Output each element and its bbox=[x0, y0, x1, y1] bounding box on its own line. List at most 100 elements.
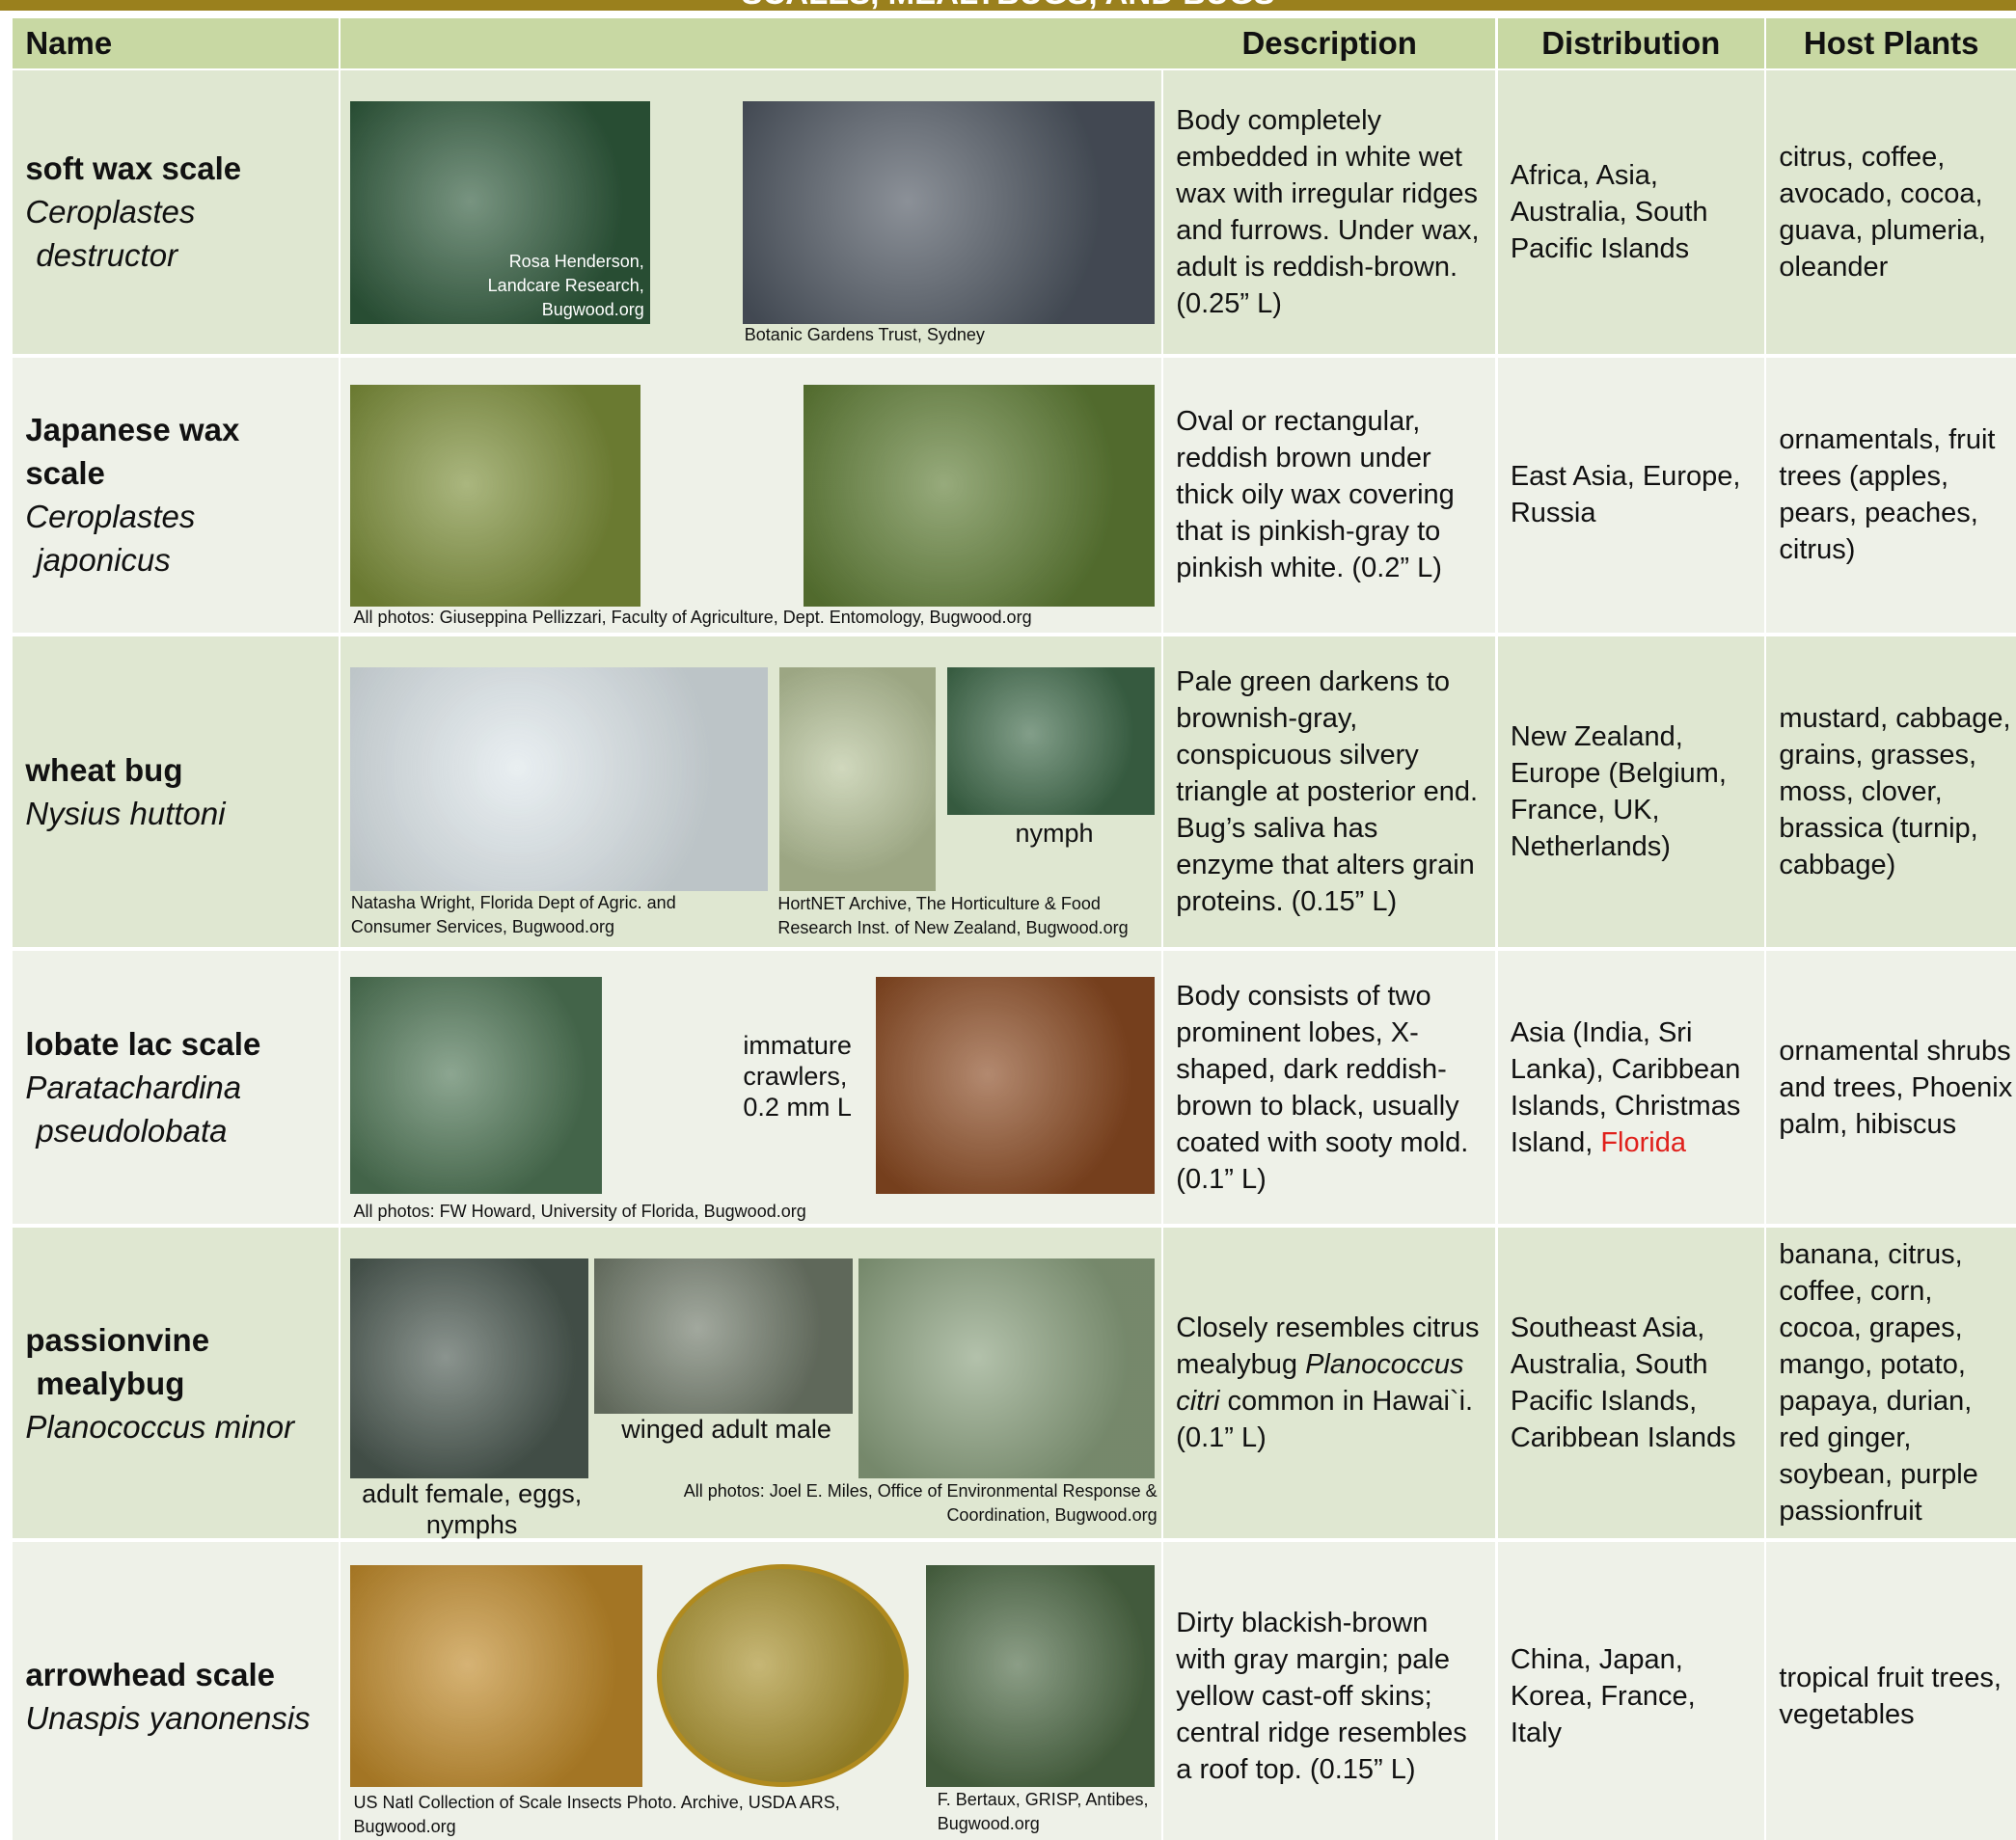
photo-caption: immature crawlers, 0.2 mm L bbox=[743, 1030, 852, 1122]
table-cell bbox=[13, 357, 339, 633]
distribution-cell: Asia (India, Sri Lanka), Caribbean Islan… bbox=[1498, 951, 1764, 1224]
distribution-cell: China, Japan, Korea, France, Italy bbox=[1498, 1542, 1764, 1840]
photo bbox=[349, 977, 602, 1195]
host-cell: citrus, coffee, avocado, cocoa, guava, p… bbox=[1766, 70, 2016, 353]
table-cell bbox=[13, 636, 339, 948]
name-cell: wheat bug Nysius huttoni bbox=[13, 636, 338, 948]
photo-caption: All photos: Giuseppina Pellizzari, Facul… bbox=[353, 607, 1032, 627]
distribution: East Asia, Europe, Russia bbox=[1511, 458, 1752, 531]
header-cell bbox=[13, 17, 339, 68]
table-cell bbox=[1497, 1542, 1764, 1840]
table-cell bbox=[1163, 636, 1496, 948]
distribution-text: Africa, Asia, Australia, South Pacific I… bbox=[1510, 159, 1708, 264]
host-plants: mustard, cabbage, grains, grasses, moss,… bbox=[1779, 703, 2011, 881]
distribution-text: East Asia, Europe, Russia bbox=[1510, 461, 1741, 529]
name-cell: arrowhead scale Unaspis yanonensis bbox=[13, 1542, 338, 1840]
distribution-cell: New Zealand, Europe (Belgium, France, UK… bbox=[1498, 636, 1764, 948]
photo bbox=[349, 101, 651, 324]
photo-caption: nymph bbox=[1015, 818, 1094, 848]
host-cell: ornamentals, fruit trees (apples, pears,… bbox=[1766, 358, 2016, 633]
top-bar bbox=[0, 0, 2016, 11]
description: Dirty blackish-brown with gray margin; p… bbox=[1176, 1605, 1483, 1788]
photo-caption: Rosa Henderson, Landcare Research, Bugwo… bbox=[487, 251, 644, 319]
description-cell: Body consists of two prominent lobes, X-… bbox=[1163, 951, 1495, 1224]
table-cell bbox=[1163, 1542, 1496, 1840]
photo bbox=[804, 384, 1155, 608]
photo-caption: adult female, eggs, nymphs bbox=[362, 1478, 583, 1539]
host-plants: ornamentals, fruit trees (apples, pears,… bbox=[1779, 424, 1996, 566]
table-cell bbox=[1766, 1227, 2016, 1539]
photo-caption: winged adult male bbox=[621, 1415, 831, 1445]
photo-caption: HortNET Archive, The Horticulture & Food… bbox=[777, 894, 1129, 938]
description-cell: Pale green darkens to brownish-gray, con… bbox=[1163, 636, 1495, 948]
photo bbox=[925, 1565, 1155, 1787]
table-cell bbox=[1497, 1227, 1764, 1539]
description-text: Planococcus citri bbox=[1176, 1349, 1464, 1418]
table-cell bbox=[1766, 636, 2016, 948]
header-cell bbox=[341, 17, 1496, 68]
table-cell bbox=[13, 1227, 339, 1539]
distribution-cell: Africa, Asia, Australia, South Pacific I… bbox=[1498, 70, 1764, 353]
host-plants: citrus, coffee, avocado, cocoa, guava, p… bbox=[1779, 141, 1986, 283]
table-cell bbox=[13, 951, 339, 1224]
scientific-name: Unaspis yanonensis bbox=[25, 1700, 311, 1737]
table-cell bbox=[1163, 951, 1496, 1224]
distribution-text: China, Japan, Korea, France, Italy bbox=[1510, 1644, 1696, 1749]
common-name: arrowhead scale bbox=[25, 1657, 275, 1693]
photo bbox=[743, 101, 1155, 324]
photo bbox=[349, 666, 768, 891]
distribution-text: New Zealand, Europe (Belgium, France, UK… bbox=[1510, 721, 1727, 863]
host-plants: ornamental shrubs and trees, Phoenix pal… bbox=[1779, 1035, 2013, 1140]
table-cell bbox=[1163, 357, 1496, 633]
description: Body consists of two prominent lobes, X-… bbox=[1176, 978, 1483, 1198]
host-plants: banana, citrus, coffee, corn, cocoa, gra… bbox=[1779, 1239, 1978, 1528]
description: Body completely embedded in white wet wa… bbox=[1176, 102, 1483, 322]
description: Closely resembles citrus mealybug Planoc… bbox=[1176, 1310, 1483, 1456]
host-cell: tropical fruit trees, vegetables bbox=[1766, 1542, 2016, 1840]
photo bbox=[593, 1258, 853, 1415]
description-cell: Closely resembles citrus mealybug Planoc… bbox=[1163, 1228, 1495, 1539]
photo-caption: US Natl Collection of Scale Insects Phot… bbox=[353, 1792, 840, 1836]
description-text: Dirty blackish-brown with gray margin; p… bbox=[1176, 1608, 1467, 1786]
scientific-name: Ceroplastes bbox=[25, 499, 196, 535]
table-cell bbox=[1497, 951, 1764, 1224]
description-text: common in Hawai`i. (0.1” L) bbox=[1176, 1386, 1474, 1454]
table-cell bbox=[1163, 70, 1496, 354]
host-plants: tropical fruit trees, vegetables bbox=[1779, 1663, 2002, 1731]
photo bbox=[875, 977, 1155, 1195]
table-cell bbox=[1766, 1542, 2016, 1840]
page-title: SCALES, MEALYBUGS, AND BUGS bbox=[0, 0, 2016, 11]
common-name: mealybug bbox=[36, 1365, 185, 1401]
photo-caption: Botanic Gardens Trust, Sydney bbox=[744, 324, 985, 344]
distribution: Southeast Asia, Australia, South Pacific… bbox=[1511, 1310, 1752, 1456]
photo-caption: F. Bertaux, GRISP, Antibes, Bugwood.org bbox=[937, 1790, 1149, 1834]
distribution-cell: Southeast Asia, Australia, South Pacific… bbox=[1498, 1228, 1764, 1539]
description-text: Body consists of two prominent lobes, X-… bbox=[1176, 980, 1469, 1195]
name-cell: soft wax scale Ceroplastes destructor bbox=[13, 70, 338, 353]
scientific-name: Paratachardina bbox=[25, 1069, 242, 1106]
distribution: New Zealand, Europe (Belgium, France, UK… bbox=[1511, 718, 1752, 865]
description-cell: Oval or rectangular, reddish brown under… bbox=[1163, 358, 1495, 633]
scientific-name: destructor bbox=[36, 237, 178, 274]
distribution-text: Asia (India, Sri Lanka), Caribbean Islan… bbox=[1510, 1016, 1741, 1158]
table-cell bbox=[13, 1542, 339, 1840]
scientific-name: pseudolobata bbox=[36, 1113, 228, 1150]
photo-caption: Natasha Wright, Florida Dept of Agric. a… bbox=[350, 892, 676, 936]
photo bbox=[657, 1564, 910, 1787]
scientific-name: Nysius huttoni bbox=[25, 796, 226, 832]
common-name: soft wax scale bbox=[25, 150, 242, 187]
photo bbox=[778, 666, 937, 891]
distribution-text: Southeast Asia, Australia, South Pacific… bbox=[1510, 1312, 1736, 1454]
distribution: Africa, Asia, Australia, South Pacific I… bbox=[1511, 157, 1752, 267]
scientific-name: Ceroplastes bbox=[25, 194, 196, 230]
scientific-name: japonicus bbox=[36, 542, 171, 579]
column-header: Name bbox=[25, 24, 113, 61]
header-cell bbox=[1497, 17, 1764, 68]
common-name: Japanese wax scale bbox=[25, 412, 240, 492]
name-cell: lobate lac scale Paratachardina pseudoloba… bbox=[13, 951, 338, 1224]
description-text: Body completely embedded in white wet wa… bbox=[1176, 104, 1480, 319]
distribution-cell: East Asia, Europe, Russia bbox=[1498, 358, 1764, 633]
photo bbox=[349, 384, 640, 608]
distribution: China, Japan, Korea, France, Italy bbox=[1511, 1641, 1752, 1751]
